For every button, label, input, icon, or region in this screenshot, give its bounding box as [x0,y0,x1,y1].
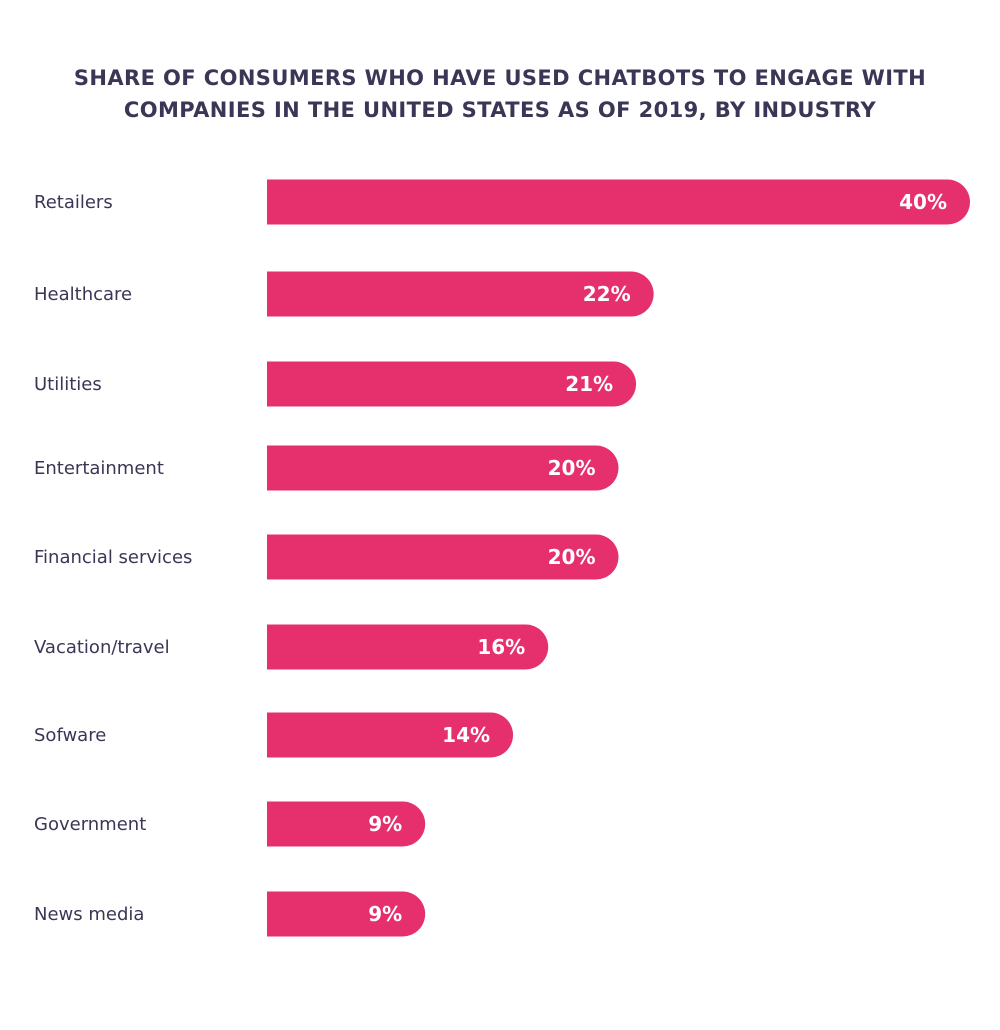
chart-title-line-2: COMPANIES IN THE UNITED STATES AS OF 201… [123,98,877,122]
value-label: 9% [368,902,402,926]
value-label: 20% [548,545,596,569]
bar-sofware [267,712,514,758]
category-label: Vacation/travel [34,637,170,658]
value-label: 9% [368,812,402,836]
chart-title: SHARE OF CONSUMERS WHO HAVE USED CHATBOT… [0,62,1000,126]
category-label: Government [34,814,146,835]
chart-title-line-1: SHARE OF CONSUMERS WHO HAVE USED CHATBOT… [73,66,927,90]
value-label: 20% [548,456,596,480]
category-label: Retailers [34,192,113,213]
value-label: 22% [583,282,631,306]
bar-news-media [267,891,426,937]
value-label: 14% [442,723,490,747]
bar-utilities [267,361,637,407]
bar-retailers [267,179,970,225]
category-label: Utilities [34,374,102,395]
category-label: Healthcare [34,284,132,305]
value-label: 21% [565,372,613,396]
bar-vacation-travel [267,624,549,670]
bar-government [267,801,426,847]
category-label: News media [34,904,144,925]
category-label: Financial services [34,547,192,568]
category-label: Entertainment [34,458,164,479]
bar-entertainment [267,445,619,491]
category-label: Sofware [34,725,106,746]
value-label: 16% [477,635,525,659]
value-label: 40% [899,190,947,214]
bar-healthcare [267,271,654,317]
bar-financial-services [267,534,619,580]
